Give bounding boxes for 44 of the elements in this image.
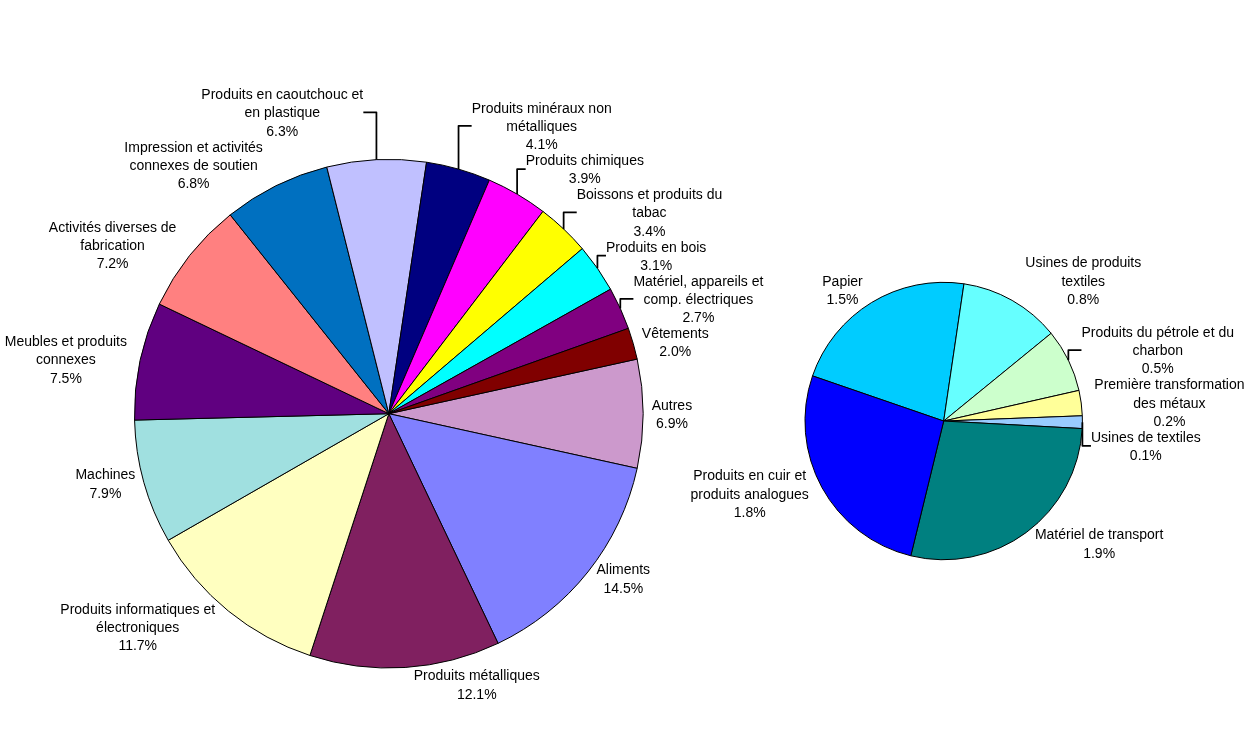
data-label: 6.3% — [266, 122, 299, 139]
slice-label: Papier — [822, 272, 864, 289]
slice-label: Produits minéraux non métalliques — [471, 99, 612, 134]
data-label: 14.5% — [603, 579, 644, 596]
slice-label: Autres — [651, 396, 693, 413]
slice-label: Produits chimiques — [525, 151, 644, 168]
slice-label: Activités diverses de fabrication — [48, 219, 177, 254]
data-label: 3.4% — [633, 222, 666, 239]
slice-label: Produits en cuir et produits analogues — [690, 467, 809, 502]
data-label: 0.5% — [1141, 360, 1174, 377]
slice-label: Produits du pétrole et du charbon — [1081, 323, 1235, 359]
data-label: 12.1% — [456, 685, 497, 702]
data-label: 7.5% — [49, 369, 82, 386]
data-label: 4.1% — [525, 135, 558, 152]
data-label: 1.5% — [826, 291, 859, 308]
slice-label: Usines de textiles — [1090, 428, 1201, 445]
data-label: 7.2% — [96, 255, 129, 272]
data-label: 1.8% — [733, 503, 766, 520]
slice-label: Produits en bois — [605, 238, 707, 255]
slice-label: Produits métalliques — [413, 667, 540, 684]
data-label: 2.7% — [682, 309, 715, 326]
slice-label: Machines — [75, 466, 136, 483]
slice-label: Impression et activités connexes de soutien — [124, 138, 263, 173]
slice-label: Usines de produits textiles — [1025, 254, 1142, 289]
data-label: 0.2% — [1153, 412, 1186, 429]
slice-label: Vêtements — [641, 325, 709, 342]
data-label: 6.9% — [655, 414, 688, 431]
slice-label: Matériel de transport — [1034, 526, 1164, 543]
slice-label: Matériel, appareils et comp. électriques — [633, 272, 764, 307]
slice-label: Produits informatiques et électroniques — [60, 600, 216, 635]
slice-label: Produits en caoutchouc et en plastique — [201, 86, 364, 121]
data-label: 11.7% — [118, 637, 158, 654]
slice-label: Aliments — [596, 561, 651, 578]
data-label: 1.9% — [1083, 544, 1116, 561]
data-label: 3.1% — [640, 256, 673, 273]
slice-label: Première transformation des métaux — [1094, 376, 1245, 411]
slice-label: Meubles et produits connexes — [4, 333, 127, 368]
data-label: 0.1% — [1129, 446, 1162, 463]
data-label: 6.8% — [177, 174, 210, 191]
data-label: 0.8% — [1067, 290, 1100, 307]
data-label: 7.9% — [89, 484, 122, 501]
data-label: 2.0% — [659, 343, 692, 360]
data-label: 3.9% — [568, 170, 601, 187]
slice-label: Boissons et produits du tabac — [576, 186, 723, 221]
